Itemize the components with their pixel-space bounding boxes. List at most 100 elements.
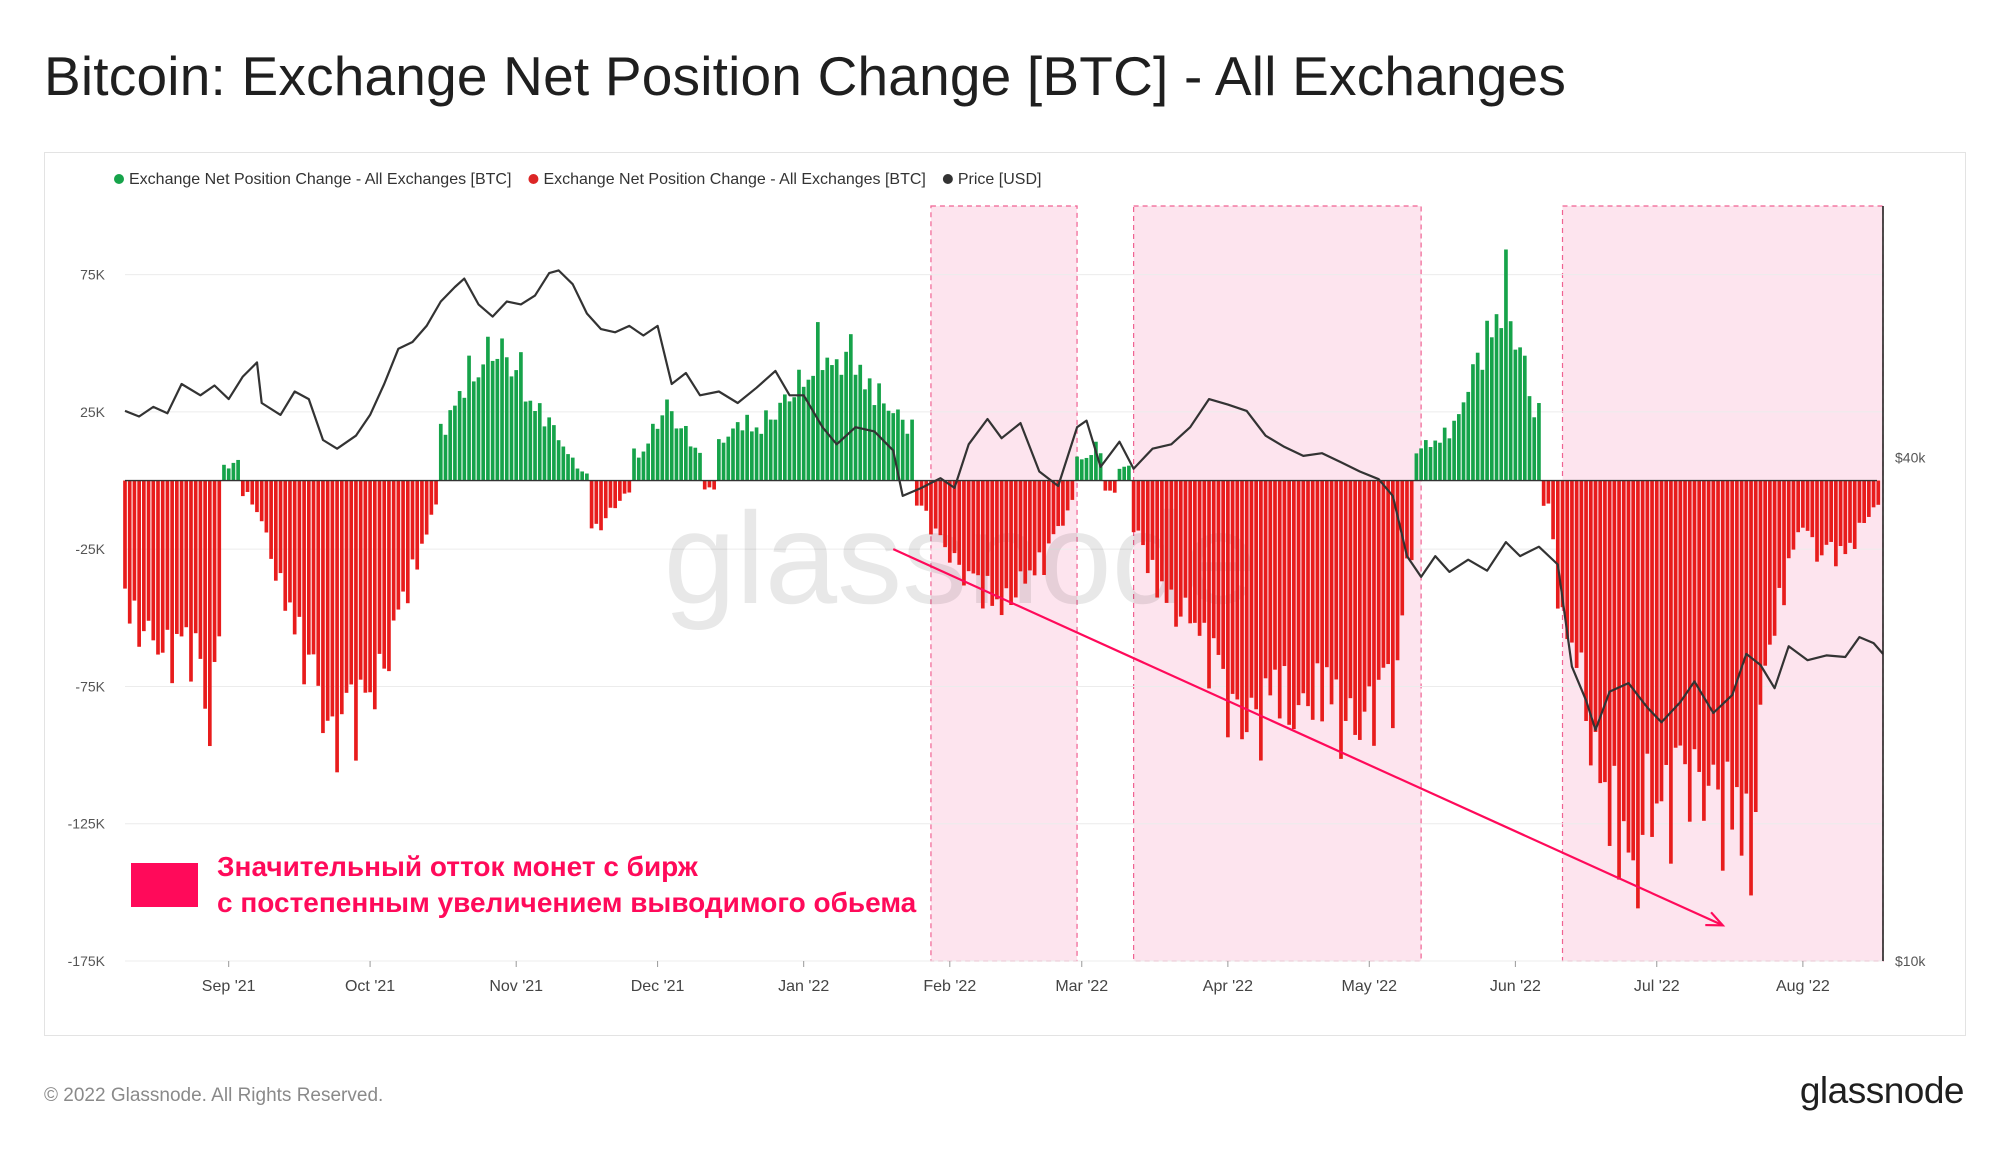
bar-positive bbox=[1414, 453, 1419, 481]
bar-negative bbox=[1136, 480, 1141, 531]
bar-negative bbox=[245, 480, 250, 492]
bar-negative bbox=[924, 480, 929, 511]
bar-negative bbox=[363, 480, 368, 693]
bar-positive bbox=[726, 436, 731, 481]
bar-negative bbox=[1579, 480, 1584, 653]
annotation-arrow-line bbox=[892, 548, 1724, 927]
bar-negative bbox=[1207, 480, 1211, 689]
x-tick-label: Apr '22 bbox=[1203, 978, 1253, 995]
x-tick-label: Aug '22 bbox=[1776, 978, 1830, 995]
bar-negative bbox=[1692, 480, 1697, 750]
bar-positive bbox=[825, 357, 830, 481]
bar-negative bbox=[1838, 480, 1843, 547]
bar-positive bbox=[778, 402, 782, 481]
bar-positive bbox=[731, 428, 735, 481]
bar-positive bbox=[717, 439, 721, 481]
bar-positive bbox=[669, 411, 674, 481]
bar-negative bbox=[702, 480, 707, 490]
bar-negative bbox=[1018, 480, 1023, 572]
y-tick-label: 75K bbox=[80, 267, 106, 283]
bar-negative bbox=[1725, 480, 1730, 762]
bar-negative bbox=[957, 480, 962, 565]
bar-positive bbox=[830, 365, 834, 481]
bar-negative bbox=[1070, 480, 1075, 500]
bar-negative bbox=[1287, 480, 1291, 725]
bar-positive bbox=[679, 428, 683, 481]
bar-positive bbox=[1447, 438, 1452, 481]
bar-negative bbox=[1301, 480, 1306, 694]
bar-negative bbox=[387, 480, 391, 672]
bar-negative bbox=[1310, 480, 1315, 720]
bar-positive bbox=[1117, 468, 1122, 481]
bar-negative bbox=[382, 480, 387, 669]
bar-negative bbox=[198, 480, 203, 659]
bar-negative bbox=[1061, 480, 1065, 526]
bar-negative bbox=[1687, 480, 1692, 822]
bar-negative bbox=[985, 480, 990, 576]
bar-positive bbox=[693, 447, 698, 481]
bar-positive bbox=[519, 352, 523, 481]
bar-negative bbox=[142, 480, 146, 632]
bar-negative bbox=[1768, 480, 1772, 645]
bar-negative bbox=[712, 480, 716, 490]
bar-negative bbox=[1805, 480, 1810, 531]
bar-positive bbox=[1518, 347, 1522, 481]
bar-positive bbox=[556, 440, 561, 481]
bar-positive bbox=[797, 369, 801, 481]
bar-negative bbox=[995, 480, 999, 600]
annotation-text-line2: с постепенным увеличением выводимого обь… bbox=[217, 887, 917, 918]
x-tick-label: Jan '22 bbox=[778, 978, 829, 995]
bar-positive bbox=[486, 336, 490, 481]
bar-positive bbox=[660, 415, 665, 481]
bar-positive bbox=[533, 410, 537, 481]
bar-negative bbox=[1876, 480, 1881, 505]
bar-negative bbox=[952, 480, 957, 554]
bar-negative bbox=[1046, 480, 1051, 544]
bar-positive bbox=[523, 401, 528, 481]
bar-negative bbox=[175, 480, 179, 634]
bar-negative bbox=[943, 480, 947, 548]
bar-positive bbox=[1527, 396, 1532, 481]
bar-negative bbox=[1193, 480, 1197, 623]
bar-negative bbox=[127, 480, 132, 624]
bar-negative bbox=[302, 480, 306, 685]
legend-marker-2 bbox=[528, 174, 539, 184]
bar-negative bbox=[603, 480, 608, 519]
bar-negative bbox=[594, 480, 599, 524]
bar-negative bbox=[929, 480, 933, 535]
bar-positive bbox=[566, 454, 570, 481]
bar-negative bbox=[1749, 480, 1753, 896]
bar-negative bbox=[349, 480, 354, 685]
bar-negative bbox=[1202, 480, 1207, 623]
bar-positive bbox=[872, 405, 877, 481]
glassnode-logo[interactable]: glassnode bbox=[1799, 1070, 1965, 1111]
bar-negative bbox=[1560, 480, 1565, 608]
bar-negative bbox=[325, 480, 330, 721]
bar-positive bbox=[443, 434, 448, 481]
bar-positive bbox=[226, 468, 231, 481]
bar-negative bbox=[1169, 480, 1174, 590]
bar-negative bbox=[1348, 480, 1353, 699]
bar-negative bbox=[278, 480, 283, 574]
bar-negative bbox=[1716, 480, 1720, 790]
bar-negative bbox=[137, 480, 141, 647]
bar-negative bbox=[1362, 480, 1367, 712]
bar-negative bbox=[1848, 480, 1852, 543]
bar-negative bbox=[160, 480, 165, 653]
x-tick-label: Nov '21 bbox=[489, 978, 543, 995]
bar-negative bbox=[1786, 480, 1791, 559]
bar-negative bbox=[405, 480, 410, 604]
bar-positive bbox=[1442, 427, 1447, 481]
bar-negative bbox=[1645, 480, 1650, 754]
bar-negative bbox=[184, 480, 189, 628]
bar-negative bbox=[212, 480, 217, 662]
bar-negative bbox=[132, 480, 137, 601]
bar-positive bbox=[801, 386, 806, 481]
y-tick-label: -25K bbox=[75, 541, 105, 557]
bar-positive bbox=[1461, 402, 1466, 481]
bar-negative bbox=[1626, 480, 1631, 853]
bar-negative bbox=[990, 480, 995, 606]
bar-positive bbox=[500, 338, 504, 481]
bar-positive bbox=[1499, 328, 1504, 481]
bar-negative bbox=[1395, 480, 1400, 661]
